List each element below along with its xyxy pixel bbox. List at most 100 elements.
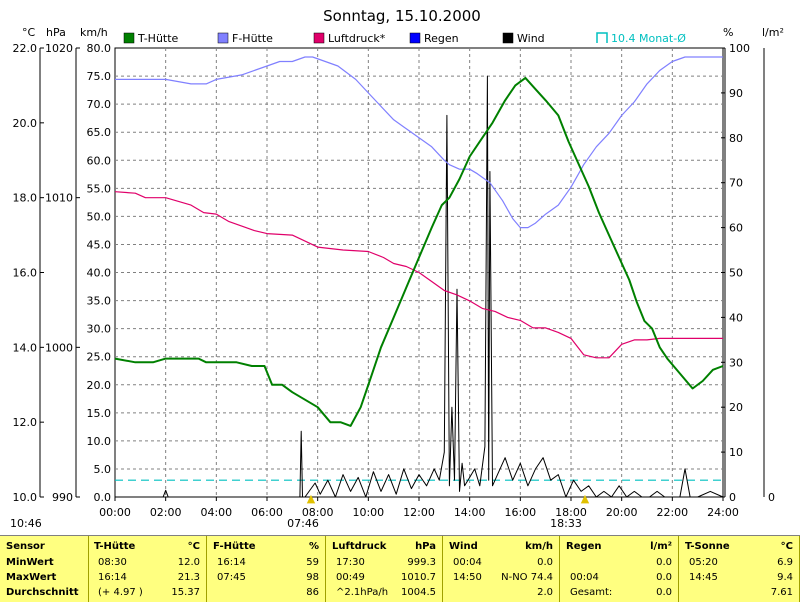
stats-cell-right: 7.61 xyxy=(770,587,793,598)
stats-row: 0.0 xyxy=(560,555,678,570)
wind-tick-label: 20.0 xyxy=(87,379,112,392)
stats-cell-right: 6.9 xyxy=(777,557,793,568)
stats-row: Regen l/m² xyxy=(560,539,678,554)
wind-tick-label: 35.0 xyxy=(87,295,112,308)
pressure-tick-label: 1010 xyxy=(45,192,73,205)
stats-cell-right: 9.4 xyxy=(777,572,793,583)
stats-cell-left: 16:14 xyxy=(217,557,246,568)
stats-cell-left: Gesamt: xyxy=(570,587,613,598)
chart-title: Sonntag, 15.10.2000 xyxy=(323,7,481,25)
stats-cell-left: 07:45 xyxy=(217,572,246,583)
humidity-tick-label: 40 xyxy=(729,311,743,324)
wind-tick-label: 65.0 xyxy=(87,126,112,139)
stats-row: 7.61 xyxy=(679,585,799,600)
time-tick-label: 20:00 xyxy=(606,506,638,519)
stats-cell-right: 59 xyxy=(306,557,319,568)
stats-cell-right: l/m² xyxy=(650,541,672,552)
stats-row: 00:49 1010.7 xyxy=(326,570,442,585)
stats-cell-left: Luftdruck xyxy=(332,541,387,552)
series-layer xyxy=(114,56,724,498)
rain-tick-label: 0 xyxy=(768,491,775,504)
stats-cell-right: N-NO 74.4 xyxy=(501,572,553,583)
wind-tick-label: 50.0 xyxy=(87,210,112,223)
stats-cell-left: 00:04 xyxy=(453,557,482,568)
stats-cell-right: 2.0 xyxy=(537,587,553,598)
legend-swatch xyxy=(502,32,514,44)
legend-swatch xyxy=(313,32,325,44)
stats-cell-left: 00:49 xyxy=(336,572,365,583)
time-tick-label: 24:00 xyxy=(707,506,739,519)
temp-tick-label: 20.0 xyxy=(13,117,38,130)
stats-row: F-Hütte% xyxy=(207,539,325,554)
sunset-icon: ▲ xyxy=(581,492,590,505)
wind-tick-label: 60.0 xyxy=(87,154,112,167)
legend-label: Regen xyxy=(424,32,459,45)
humidity-tick-label: 10 xyxy=(729,446,743,459)
humidity-unit-label: % xyxy=(723,26,733,39)
stats-cell-left: 17:30 xyxy=(336,557,365,568)
temp-tick-label: 14.0 xyxy=(13,341,38,354)
wind-tick-label: 70.0 xyxy=(87,98,112,111)
wind-tick-label: 15.0 xyxy=(87,407,112,420)
wind-tick-label: 10.0 xyxy=(87,435,112,448)
temp-unit-label: °C xyxy=(22,26,36,39)
stats-row: 16:14 59 xyxy=(207,555,325,570)
temp-tick-label: 18.0 xyxy=(13,192,38,205)
stats-cell-left: 14:50 xyxy=(453,572,482,583)
stats-cell-right: km/h xyxy=(525,541,553,552)
stats-cell-left: F-Hütte xyxy=(213,541,256,552)
stats-cell-left: 05:20 xyxy=(689,557,718,568)
stats-cell-right: 0.0 xyxy=(537,557,553,568)
series-line-thtte xyxy=(114,76,724,427)
stats-table: Sensor MinWert MaxWert Durchschnitt T-Hü… xyxy=(0,535,800,602)
stats-cell-right: 21.3 xyxy=(177,572,200,583)
series-line-fhtte xyxy=(115,56,723,229)
stats-row: Luftdruck hPa xyxy=(326,539,442,554)
stats-row: 2.0 xyxy=(443,585,559,600)
time-tick-label: 22:00 xyxy=(656,506,688,519)
weather-chart: Sonntag, 15.10.2000 °C hPa km/h % l/m² T… xyxy=(10,7,784,530)
legend: T-Hütte F-Hütte Luftdruck* Regen Wind 10.4 Mo… xyxy=(123,32,686,45)
stats-column-4: Regen l/m² 0.0 00:04 0.0 Gesamt: 0.0 xyxy=(560,536,679,602)
wind-tick-label: 55.0 xyxy=(87,182,112,195)
wind-tick-label: 75.0 xyxy=(87,70,112,83)
legend-label: T-Hütte xyxy=(137,32,179,45)
wind-tick-label: 0.0 xyxy=(94,491,112,504)
stats-cell-right: 86 xyxy=(306,587,319,598)
sunset-label: 18:33 xyxy=(550,517,582,530)
wind-tick-label: 5.0 xyxy=(94,463,112,476)
stats-cell-right: °C xyxy=(780,541,793,552)
humidity-tick-label: 60 xyxy=(729,222,743,235)
stats-row: 00:04 0.0 xyxy=(443,555,559,570)
wind-unit-label: km/h xyxy=(80,26,108,39)
stats-row: 05:20 6.9 xyxy=(679,555,799,570)
stats-cell-right: 999.3 xyxy=(407,557,436,568)
stats-cell-right: 0.0 xyxy=(656,572,672,583)
stats-sensor-column: Sensor MinWert MaxWert Durchschnitt xyxy=(0,536,89,602)
stats-cell-right: 12.0 xyxy=(177,557,200,568)
stats-row: 86 xyxy=(207,585,325,600)
time-tick-label: 08:00 xyxy=(302,506,334,519)
rain-unit-label: l/m² xyxy=(762,26,784,39)
time-tick-label: 18:00 xyxy=(555,506,587,519)
stats-row: 16:14 21.3 xyxy=(88,570,206,585)
stats-column-0: T-Hütte °C 08:30 12.0 16:14 21.3 (+ 4.97 ) 15.3… xyxy=(88,536,207,602)
temp-tick-label: 22.0 xyxy=(13,42,38,55)
now-time-label: 10:46 xyxy=(10,517,42,530)
stats-row: T-Hütte °C xyxy=(88,539,206,554)
legend-swatch xyxy=(217,32,229,44)
time-tick-label: 12:00 xyxy=(403,506,435,519)
tick-labels: 22.020.018.016.014.012.010.0102010101000… xyxy=(13,42,776,519)
stats-row: 08:30 12.0 xyxy=(88,555,206,570)
stats-cell-left: ^2.1hPa/h xyxy=(336,587,389,598)
legend-swatch xyxy=(123,32,135,44)
wind-tick-label: 30.0 xyxy=(87,323,112,336)
stats-cell-left: T-Sonne xyxy=(685,541,730,552)
stats-cell-right: 1004.5 xyxy=(401,587,436,598)
stats-column-1: F-Hütte% 16:14 59 07:45 98 86 xyxy=(207,536,326,602)
stats-column-3: Wind km/h 00:04 0.0 14:50 N-NO 74.4 2.0 xyxy=(443,536,560,602)
stats-row: 17:30 999.3 xyxy=(326,555,442,570)
stats-cell-right: % xyxy=(308,541,319,552)
time-tick-label: 14:00 xyxy=(454,506,486,519)
stats-header-sensor: Sensor xyxy=(6,541,45,552)
